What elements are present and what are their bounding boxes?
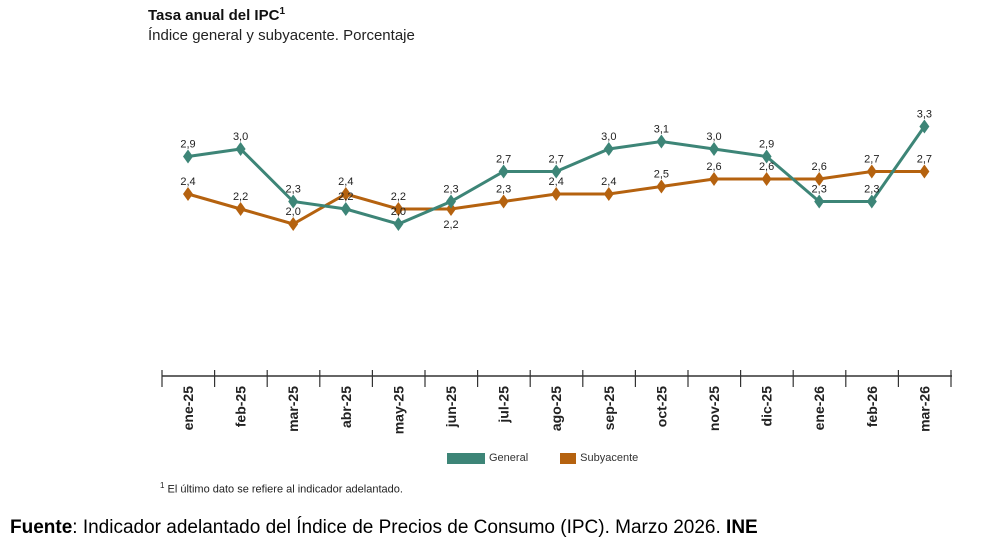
data-label-subyacente: 2,0 (286, 206, 301, 218)
x-tick-label: feb-25 (233, 386, 249, 427)
data-point-general (656, 134, 667, 149)
data-label-subyacente: 2,4 (549, 176, 564, 188)
x-tick-label: ene-25 (180, 386, 196, 431)
legend-label-general: General (489, 452, 529, 464)
data-label-subyacente: 2,2 (391, 191, 406, 203)
data-label-general: 3,0 (233, 131, 248, 143)
data-point-general (551, 164, 562, 179)
data-label-general: 2,3 (443, 184, 458, 196)
data-label-general: 3,1 (654, 124, 669, 136)
data-label-subyacente: 2,6 (759, 161, 774, 173)
x-tick-label: mar-26 (916, 386, 932, 432)
data-label-subyacente: 2,5 (654, 169, 669, 181)
data-point-general (919, 119, 930, 134)
x-tick-label: feb-26 (864, 386, 880, 427)
data-point-general (183, 149, 193, 164)
chart-subtitle: Índice general y subyacente. Porcentaje (148, 27, 415, 44)
data-label-subyacente: 2,2 (443, 219, 458, 231)
data-point-subyacente (446, 202, 456, 216)
data-label-subyacente: 2,4 (338, 176, 353, 188)
data-point-subyacente (709, 172, 719, 186)
legend-swatch-general (447, 452, 485, 464)
legend: General Subyacente (447, 452, 638, 464)
x-tick-label: jul-25 (496, 386, 512, 424)
data-label-general: 3,3 (917, 109, 932, 121)
legend-swatch-subyacente (560, 452, 577, 464)
data-label-general: 2,9 (759, 139, 774, 151)
data-point-subyacente (393, 202, 404, 216)
x-tick-label: nov-25 (706, 386, 722, 431)
data-point-general (603, 142, 614, 156)
x-tick-label: sep-25 (601, 386, 617, 431)
data-point-subyacente (603, 187, 614, 201)
data-point-general (235, 142, 246, 156)
data-point-subyacente (919, 164, 930, 179)
data-label-general: 2,3 (864, 184, 879, 196)
data-label-subyacente: 2,2 (233, 191, 248, 203)
x-tick-label: mar-25 (285, 386, 301, 432)
data-point-general (866, 194, 877, 209)
data-label-general: 2,7 (549, 154, 564, 166)
data-point-general (709, 142, 719, 156)
data-label-general: 2,2 (338, 191, 353, 203)
legend-label-subyacente: Subyacente (580, 452, 639, 464)
data-label-subyacente: 2,3 (496, 184, 511, 196)
x-tick-label: jun-25 (443, 386, 459, 428)
data-point-subyacente (340, 187, 351, 201)
x-tick-label: dic-25 (759, 386, 775, 427)
data-point-general (340, 202, 351, 216)
data-point-general (288, 194, 299, 209)
source-note: Fuente: Indicador adelantado del Índice … (10, 517, 758, 538)
data-point-general (446, 194, 456, 209)
data-point-subyacente (761, 172, 772, 186)
data-label-general: 2,3 (286, 184, 301, 196)
x-tick-label: ago-25 (548, 386, 564, 431)
data-label-general: 2,3 (812, 184, 827, 196)
data-point-subyacente (498, 194, 509, 209)
x-tick-label: abr-25 (338, 386, 354, 428)
data-label-subyacente: 2,4 (180, 176, 195, 188)
data-point-subyacente (288, 217, 299, 231)
data-point-general (498, 164, 509, 179)
data-label-subyacente: 2,7 (917, 154, 932, 166)
data-point-subyacente (656, 179, 667, 194)
data-label-general: 2,9 (180, 139, 195, 151)
x-tick-label: may-25 (390, 386, 406, 434)
data-point-subyacente (814, 172, 825, 186)
x-tick-label: ene-26 (811, 386, 827, 431)
chart-title: Tasa anual del IPC1 (148, 6, 285, 24)
data-label-general: 3,0 (706, 131, 721, 143)
data-point-general (393, 217, 404, 231)
data-point-general (814, 194, 825, 209)
data-label-subyacente: 2,7 (864, 154, 879, 166)
data-point-subyacente (866, 164, 877, 179)
data-point-subyacente (183, 187, 193, 201)
footnote: 1 El último dato se refiere al indicador… (160, 481, 403, 496)
x-tick-label: oct-25 (653, 386, 669, 427)
data-label-general: 2,0 (391, 206, 406, 218)
data-label-subyacente: 2,6 (812, 161, 827, 173)
data-point-subyacente (235, 202, 246, 216)
data-point-subyacente (551, 187, 562, 201)
data-point-general (761, 149, 772, 164)
data-label-subyacente: 2,6 (706, 161, 721, 173)
data-label-general: 2,7 (496, 154, 511, 166)
data-label-subyacente: 2,4 (601, 176, 616, 188)
data-label-general: 3,0 (601, 131, 616, 143)
